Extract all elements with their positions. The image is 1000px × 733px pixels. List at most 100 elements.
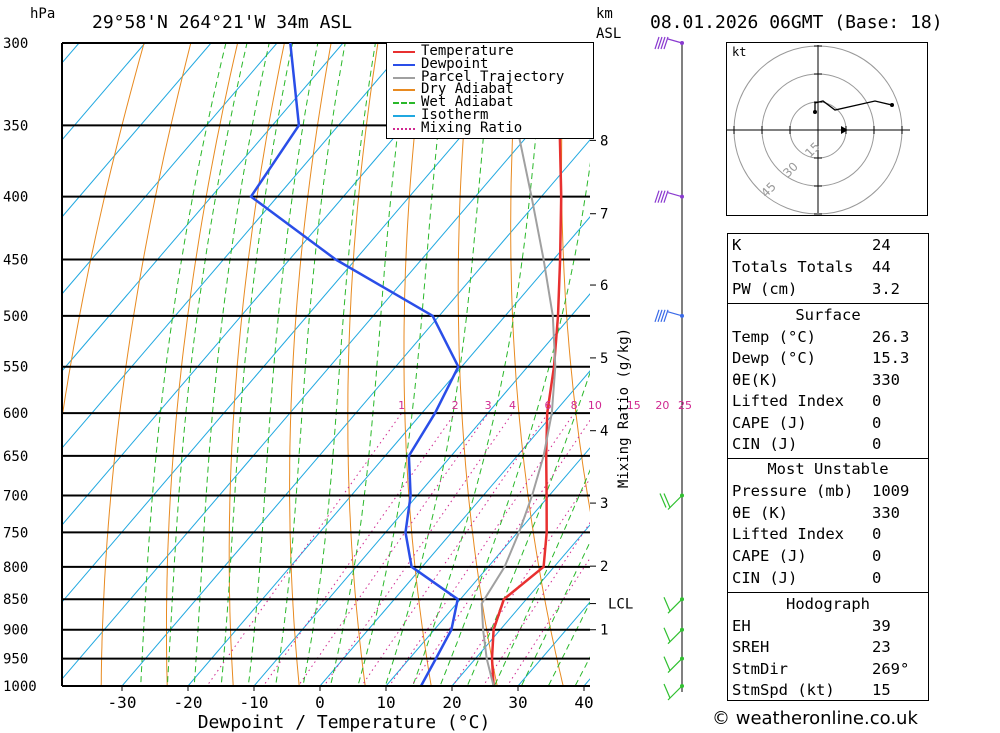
dry-adiabat-line [347,43,379,686]
row-mu-cape: CAPE (J) 0 [732,547,882,565]
asl-label: ASL [596,26,622,42]
separator [728,592,928,593]
wind-barb-flag [660,190,666,203]
hodograph-stats-title: Hodograph [786,595,870,613]
wind-barb-flag [657,190,663,203]
temperature-profile [490,43,563,686]
pressure-tick-label: 600 [3,406,28,422]
copyright[interactable]: © weatheronline.co.uk [712,708,918,729]
mixing-ratio-label: 4 [509,399,516,412]
mixing-ratio-label: 1 [398,399,405,412]
chart-legend: Temperature Dewpoint Parcel Trajectory Dry … [386,42,594,139]
mixing-ratio-label: 25 [678,399,692,412]
dry-adiabat-line [228,43,285,686]
wind-barb-shaft [667,311,683,317]
hpa-label: hPa [30,6,56,22]
km-tick-label: 8 [600,133,608,149]
wet-adiabat-line [166,43,248,686]
wind-barb-flag [660,36,666,50]
pressure-tick-label: 1000 [3,679,37,695]
x-tick-label: -30 [108,693,137,712]
wet-adiabat-line [220,43,294,686]
wind-barb-flag [660,309,666,323]
pressure-tick-label: 450 [3,253,28,269]
wind-barb-flag [663,596,671,612]
wet-adiabat-line [466,371,590,686]
isotherm-line [62,43,344,372]
wind-barb-flag [663,627,671,642]
hodograph-ring-label: 45 [758,179,779,200]
legend-swatch [393,76,415,79]
mixing-ratio-label: 20 [655,399,669,412]
legend-swatch [393,127,415,130]
wet-adiabat-line [140,43,227,686]
legend-label: Parcel Trajectory [421,68,565,85]
pressure-tick-label: 550 [3,360,28,376]
km-tick-label: 2 [600,559,608,575]
hodograph-ring-label: 30 [780,159,801,180]
dewpoint-profile [249,43,460,686]
pressure-tick-label: 350 [3,118,28,134]
legend-swatch [393,51,415,53]
hodograph-point [813,110,817,114]
km-tick-label: 6 [600,278,608,294]
wet-adiabat-line [547,601,590,686]
mixing-ratio-line [361,412,549,686]
row-mu-li: Lifted Index 0 [732,525,882,543]
mixing-ratio-line [410,419,590,686]
wet-adiabat-line [384,43,494,686]
wind-barb-flag [663,656,671,671]
x-tick-label: 0 [315,693,325,712]
mixing-ratio-line [506,557,590,686]
mixing-ratio-label: 2 [452,399,459,412]
pressure-tick-label: 850 [3,592,28,608]
isotherm-line [62,62,590,680]
dry-adiabat-line [457,43,498,686]
row-surface-cape: CAPE (J) 0 [732,414,882,432]
dry-adiabat-line [403,43,432,686]
wind-barb-flag [663,190,669,203]
isotherm-line [62,43,278,295]
row-k: K 24 [732,236,891,254]
wind-barb-flag [654,309,660,323]
row-stmdir: StmDir 269° [732,660,910,678]
location-title: 29°58'N 264°21'W 34m ASL [92,12,353,33]
pressure-tick-label: 650 [3,449,28,465]
most-unstable-title: Most Unstable [767,460,889,478]
wet-adiabat-line [520,540,590,686]
mixing-ratio-line [323,412,513,686]
hodograph-ring-label: 15 [802,139,823,160]
km-tick-label: 4 [600,424,608,440]
dry-adiabat-line [980,6,1000,712]
pressure-tick-label: 400 [3,190,28,206]
x-tick-label: -10 [240,693,269,712]
wind-barb-flag [663,36,669,50]
dry-adiabat-line [62,43,145,421]
legend-label: Wet Adiabat [421,94,514,111]
row-stmspd: StmSpd (kt) 15 [732,681,891,699]
row-surface-temp: Temp (°C) 26.3 [732,328,910,346]
mixing-ratio-label: 6 [544,399,551,412]
legend-entry: Isotherm [391,108,591,122]
wind-barb-flag [663,493,671,508]
isotherm-line [62,43,542,603]
mixing-ratio-line [388,412,575,686]
mixing-ratio-line [297,412,489,686]
isotherm-line [62,43,410,449]
isotherm-line [62,43,212,218]
row-mu-theta: θE (K) 330 [732,504,900,522]
mixing-ratio-label: 10 [588,399,602,412]
hodograph-point [890,103,894,107]
isotherm-line [62,43,476,526]
legend-entry: Dewpoint [391,57,591,71]
storm-motion-arrow [841,126,848,134]
legend-entry: Temperature [391,44,591,58]
separator [728,303,928,304]
wet-adiabat-line [193,43,270,686]
pressure-tick-label: 950 [3,652,28,668]
legend-entry: Dry Adiabat [391,81,591,98]
legend-label: Dry Adiabat [421,81,514,98]
legend-swatch [393,63,415,66]
wet-adiabat-line [357,43,449,686]
km-label: km [596,6,613,22]
